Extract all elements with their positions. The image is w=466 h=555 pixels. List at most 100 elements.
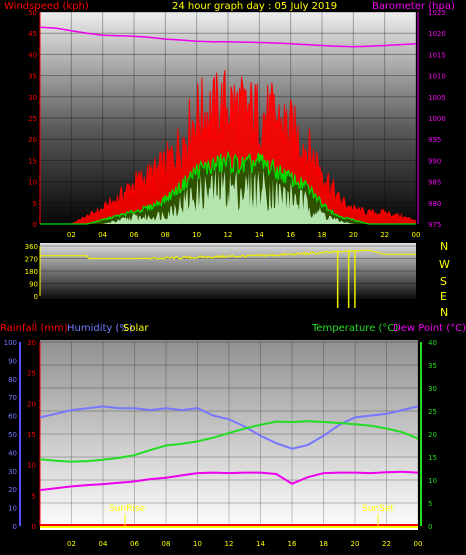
wind-series	[39, 26, 417, 225]
barometer-line	[39, 26, 417, 48]
humidity-tick-label: 70	[8, 394, 17, 402]
barometer-tick-label: 1005	[428, 94, 446, 102]
wind-tick-label: 45	[28, 30, 37, 38]
temperature-x-tick-label: 06	[130, 540, 139, 548]
chart-title: 24 hour graph day : 05 July 2019	[172, 1, 337, 12]
wind-tick-label: 5	[33, 200, 37, 208]
humidity-tick-label: 90	[8, 357, 17, 365]
rainfall-tick-label: 5	[32, 492, 36, 500]
wind-direction-line	[40, 249, 416, 261]
barometer-tick-label: 980	[428, 200, 441, 208]
humidity-tick-label: 50	[8, 431, 17, 439]
wind-tick-label: 35	[28, 73, 37, 81]
temperature-x-tick-label: 20	[351, 540, 360, 548]
temperature-tick-label: 25	[428, 408, 437, 416]
axis-tick-labels: 0510152025303540455097598098599099510001…	[4, 9, 446, 548]
wind-tick-label: 30	[28, 94, 37, 102]
temperature-tick-label: 5	[428, 500, 432, 508]
wind-gust-area	[40, 70, 416, 224]
wind-speed-area	[40, 168, 416, 224]
temperature-x-tick-label: 18	[319, 540, 328, 548]
temperature-x-tick-label: 16	[288, 540, 297, 548]
direction-tick-label: 270	[25, 256, 38, 264]
humidity-tick-label: 80	[8, 376, 17, 384]
barometer-tick-label: 1025	[428, 9, 446, 17]
direction-label-west: W	[439, 258, 450, 271]
wind-tick-label: 25	[28, 115, 37, 123]
temperature-x-tick-label: 08	[162, 540, 171, 548]
wind-x-tick-label: 16	[286, 231, 295, 239]
rainfall-tick-label: 0	[32, 523, 36, 531]
temperature-series	[39, 405, 419, 528]
direction-tick-label: 90	[29, 281, 38, 289]
direction-tick-label: 360	[25, 243, 38, 251]
wind-x-tick-label: 20	[349, 231, 358, 239]
dewpoint-line	[39, 470, 419, 492]
direction-label-east: E	[440, 290, 447, 303]
solar-axis-label: Solar	[123, 323, 149, 334]
rainfall-axis-label: Rainfall (mm)	[0, 323, 68, 334]
barometer-tick-label: 1000	[428, 115, 446, 123]
wind-tick-label: 40	[28, 51, 37, 59]
humidity-tick-label: 20	[8, 486, 17, 494]
temperature-line	[39, 420, 419, 463]
barometer-tick-label: 990	[428, 157, 441, 165]
direction-tick-label: 0	[34, 293, 38, 301]
wind-tick-label: 20	[28, 136, 37, 144]
wind-tick-label: 0	[33, 221, 37, 229]
windspeed-axis-label: Windspeed (kph)	[4, 1, 89, 12]
rainfall-tick-label: 20	[27, 400, 36, 408]
temperature-x-tick-label: 14	[256, 540, 265, 548]
temperature-x-tick-label: 12	[225, 540, 234, 548]
sunset-label: SunSet	[362, 504, 394, 514]
humidity-tick-label: 60	[8, 413, 17, 421]
dewpoint-axis-label: Dew Point (°C)	[393, 323, 466, 334]
wind-gust-line	[40, 70, 417, 225]
barometer-tick-label: 1015	[428, 51, 446, 59]
humidity-line	[39, 405, 419, 450]
direction-series	[40, 249, 416, 308]
temperature-tick-label: 30	[428, 385, 437, 393]
direction-panel	[40, 243, 416, 299]
wind-average-line	[40, 150, 416, 225]
temperature-x-tick-label: 04	[99, 540, 108, 548]
temperature-x-tick-label: 00	[414, 540, 423, 548]
humidity-tick-label: 100	[4, 339, 17, 347]
temperature-panel	[40, 340, 418, 530]
wind-x-tick-label: 10	[192, 231, 201, 239]
wind-x-tick-label: 04	[98, 231, 107, 239]
barometer-axis-label: Barometer (hpa)	[372, 1, 455, 12]
wind-tick-label: 15	[28, 157, 37, 165]
temperature-x-tick-label: 22	[382, 540, 391, 548]
barometer-tick-label: 995	[428, 136, 441, 144]
humidity-tick-label: 10	[8, 505, 17, 513]
temperature-tick-label: 35	[428, 362, 437, 370]
wind-x-tick-label: 22	[380, 231, 389, 239]
sunrise-label: SunRise	[109, 504, 146, 514]
temperature-x-tick-label: 10	[193, 540, 202, 548]
direction-label-north-2: N	[440, 306, 448, 319]
barometer-tick-label: 1020	[428, 30, 446, 38]
barometer-tick-label: 975	[428, 221, 441, 229]
rainfall-tick-label: 25	[27, 370, 36, 378]
rainfall-tick-label: 10	[27, 462, 36, 470]
wind-x-tick-label: 12	[224, 231, 233, 239]
direction-tick-label: 180	[25, 268, 38, 276]
temperature-tick-label: 10	[428, 477, 437, 485]
temperature-tick-label: 40	[428, 339, 437, 347]
wind-x-tick-label: 02	[67, 231, 76, 239]
wind-tick-label: 50	[28, 9, 37, 17]
rainfall-tick-label: 30	[27, 339, 36, 347]
direction-label-north: N	[440, 240, 448, 253]
temperature-tick-label: 20	[428, 431, 437, 439]
humidity-tick-label: 0	[13, 523, 17, 531]
wind-x-tick-label: 08	[161, 231, 170, 239]
temperature-tick-label: 15	[428, 454, 437, 462]
wind-x-tick-label: 00	[412, 231, 421, 239]
humidity-tick-label: 40	[8, 449, 17, 457]
wind-x-tick-label: 06	[130, 231, 139, 239]
wind-average-area	[40, 152, 416, 224]
wind-x-tick-label: 18	[318, 231, 327, 239]
rainfall-tick-label: 15	[27, 431, 36, 439]
